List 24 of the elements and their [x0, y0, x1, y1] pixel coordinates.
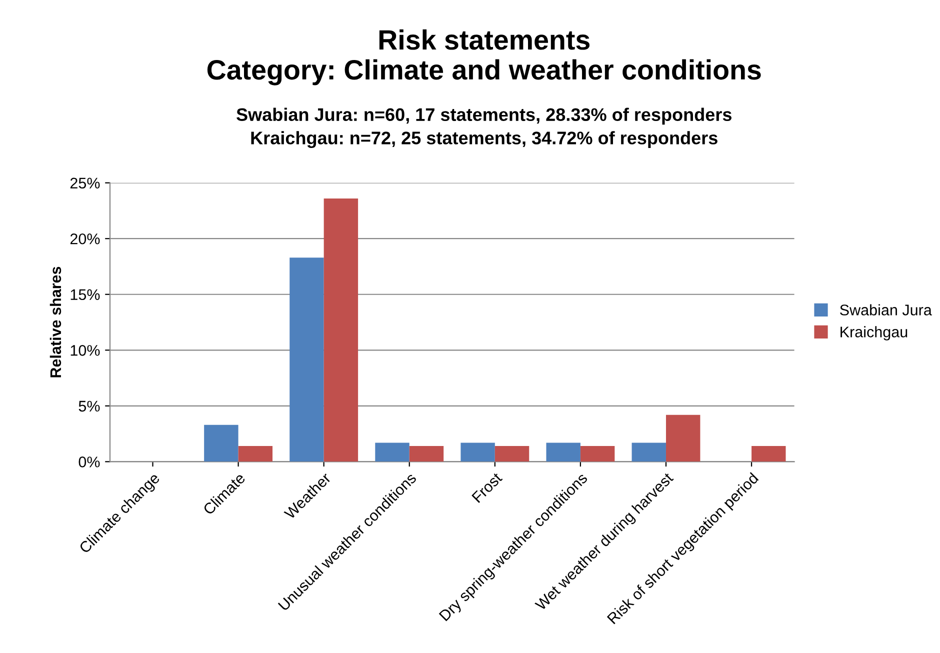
bar — [204, 424, 238, 462]
y-tick-label: 5% — [78, 400, 100, 412]
y-tick-label: 15% — [70, 289, 100, 300]
bar — [460, 442, 495, 462]
y-tick-label: 0% — [78, 456, 100, 468]
bar — [752, 446, 786, 462]
bar — [324, 198, 358, 462]
bar — [580, 446, 615, 462]
y-tick-label: 20% — [70, 233, 100, 244]
bar — [375, 442, 410, 462]
bar — [666, 414, 700, 462]
bar — [546, 442, 580, 462]
y-tick-label: 10% — [70, 345, 100, 356]
bar — [632, 442, 666, 462]
bar — [409, 446, 444, 462]
legend-label: Swabian Jura — [840, 304, 932, 316]
legend-label: Kraichgau — [840, 326, 908, 340]
chart-subtitle: Swabian Jura: n=60, 17 statements, 28.33% of responders Kraichgau: n=72, 25 statements, 34.72% of responders — [236, 108, 732, 148]
bar — [238, 446, 273, 462]
y-axis-title: Relative shares — [50, 266, 62, 378]
bar — [290, 258, 324, 462]
y-tick-label: 25% — [70, 178, 100, 189]
chart-title: Risk statements Category: Climate and weather conditions — [207, 29, 761, 86]
bar — [494, 446, 530, 462]
